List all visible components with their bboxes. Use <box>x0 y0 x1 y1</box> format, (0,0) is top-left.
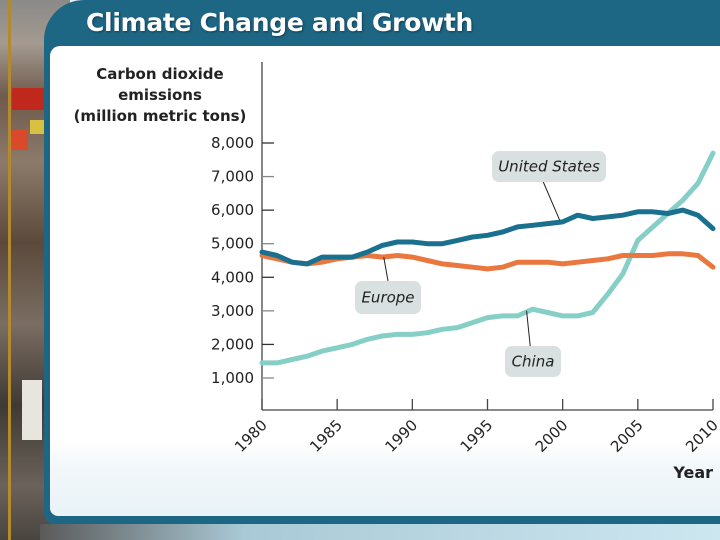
photo-pedestrian <box>22 380 42 440</box>
photo-neon-sign <box>12 88 44 110</box>
y-tick-label: 3,000 <box>211 302 254 320</box>
y-tick-label: 8,000 <box>211 134 254 152</box>
x-tick-label: 2000 <box>532 416 572 456</box>
photo-neon-sign <box>12 130 28 150</box>
callout-leader-united-states <box>542 181 561 221</box>
x-tick-label: 1985 <box>306 416 346 456</box>
slide-title: Climate Change and Growth <box>86 8 474 37</box>
y-tick-label: 1,000 <box>211 369 254 387</box>
y-axis-label-line: Carbon dioxide <box>96 65 224 83</box>
y-tick-label: 7,000 <box>211 168 254 186</box>
callout-leader-europe <box>383 257 389 282</box>
callout-box-china <box>505 346 561 377</box>
x-tick-label: 1980 <box>231 416 271 456</box>
callout-label-china: China <box>512 353 555 371</box>
y-axis-label: Carbon dioxide emissions (million metric… <box>70 64 250 127</box>
callout-box-united-states <box>492 151 606 182</box>
callout-label-united-states: United States <box>498 158 600 176</box>
y-tick-label: 2,000 <box>211 335 254 353</box>
callout-box-europe <box>355 281 421 314</box>
x-tick-label: 2005 <box>607 416 647 456</box>
callout-leader-china <box>526 310 531 347</box>
y-axis-label-line: emissions <box>118 86 202 104</box>
x-tick-label: 1990 <box>381 416 421 456</box>
x-axis-label: Year <box>672 463 713 482</box>
y-tick-label: 5,000 <box>211 235 254 253</box>
x-tick-label: 1995 <box>457 416 497 456</box>
bottom-band <box>40 524 720 540</box>
y-axis-label-line: (million metric tons) <box>73 107 247 125</box>
callout-label-europe: Europe <box>361 289 414 307</box>
y-tick-label: 4,000 <box>211 268 254 286</box>
chart-series <box>259 150 716 366</box>
gold-border-stripe <box>8 0 11 540</box>
chart-callouts: United States Europe China <box>355 151 606 377</box>
y-tick-label: 6,000 <box>211 201 254 219</box>
x-tick-label: 2010 <box>682 416 720 456</box>
